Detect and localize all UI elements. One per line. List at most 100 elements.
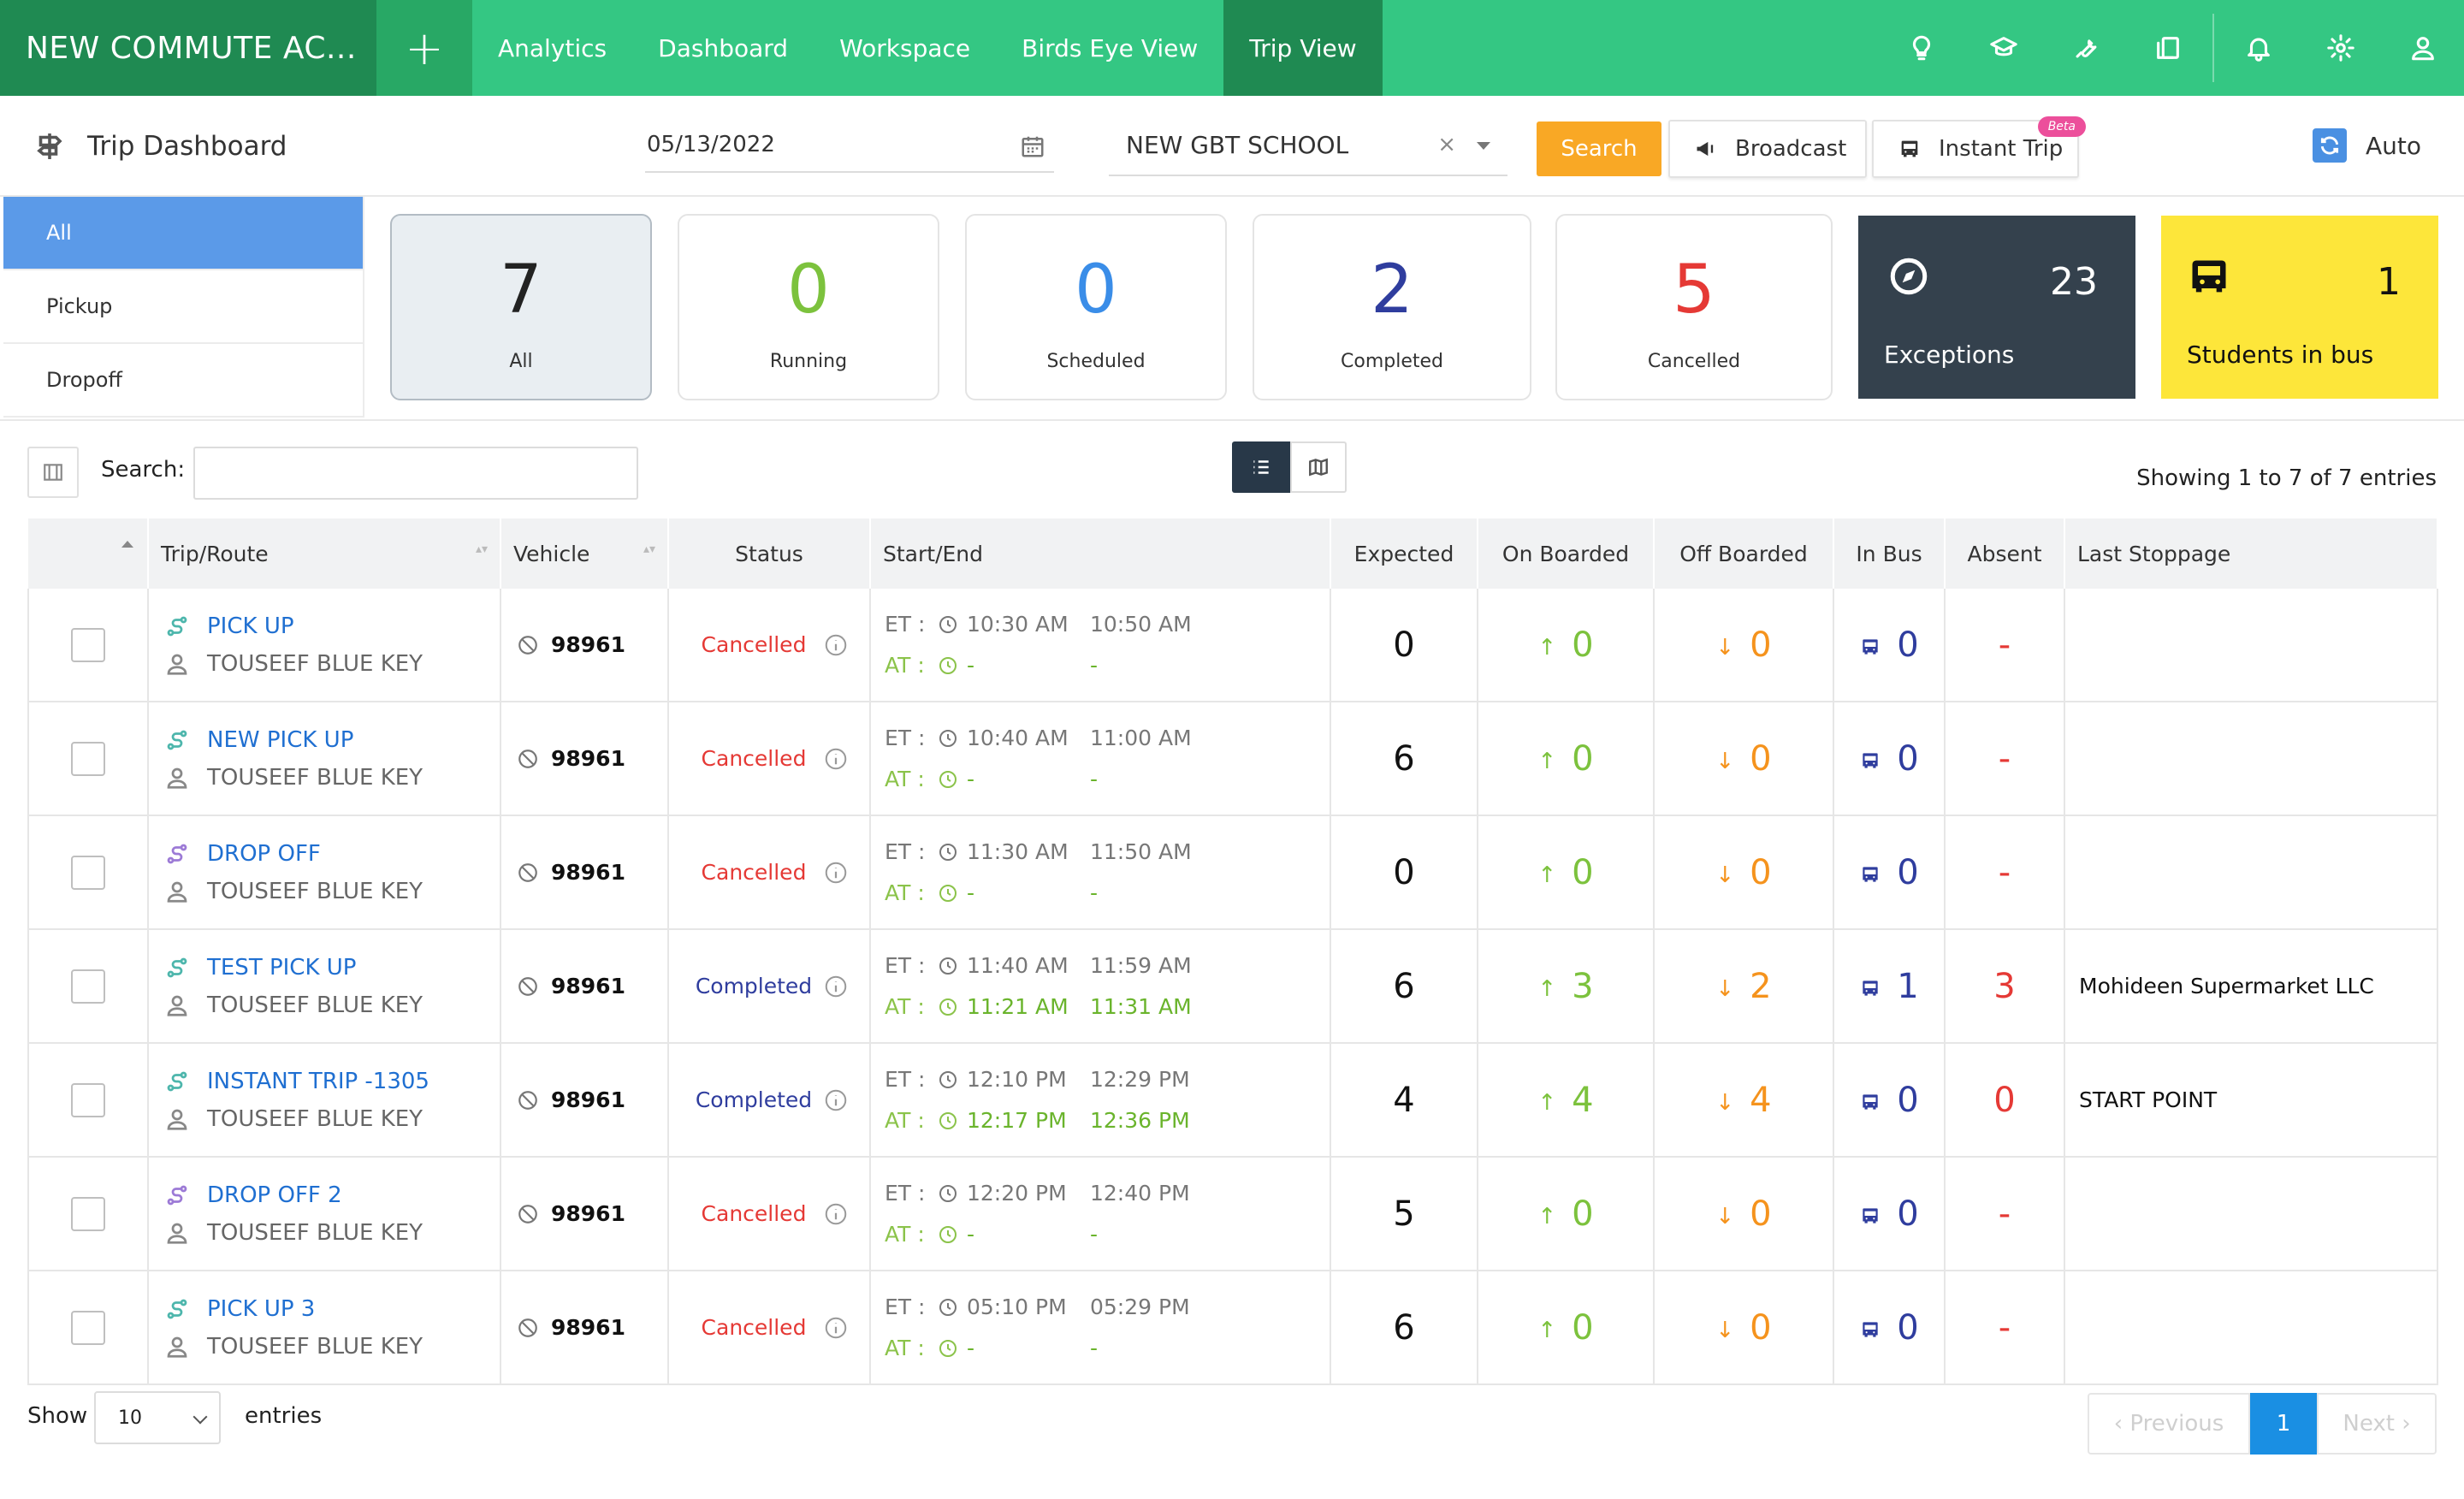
- filter-pickup[interactable]: Pickup: [3, 270, 364, 344]
- graduation-cap-icon[interactable]: [1963, 0, 2045, 96]
- table-row[interactable]: PICK UP 3 TOUSEEF BLUE KEY 98961 Cancell…: [27, 1271, 2438, 1385]
- info-icon[interactable]: [823, 632, 849, 658]
- search-button[interactable]: Search: [1537, 121, 1661, 176]
- clear-icon[interactable]: ×: [1437, 132, 1456, 157]
- trip-name-link[interactable]: INSTANT TRIP -1305: [207, 1068, 429, 1094]
- account-name[interactable]: NEW COMMUTE AC...: [0, 0, 376, 96]
- off-boarded-cell: ↓ 0: [1654, 815, 1834, 930]
- row-checkbox[interactable]: [71, 855, 105, 890]
- trip-name-link[interactable]: PICK UP 3: [207, 1295, 316, 1322]
- tab-analytics[interactable]: Analytics: [498, 33, 607, 62]
- col-start-end[interactable]: Start/End: [870, 518, 1331, 589]
- col-in-bus[interactable]: In Bus: [1833, 518, 1946, 589]
- copy-icon[interactable]: [2127, 0, 2209, 96]
- status-cell: Completed: [668, 929, 871, 1044]
- page-size-select[interactable]: 10: [94, 1391, 221, 1444]
- filter-dropoff[interactable]: Dropoff: [3, 344, 364, 418]
- wrench-icon[interactable]: [2045, 0, 2127, 96]
- col-vehicle[interactable]: Vehicle ▴▾: [500, 518, 669, 589]
- table-row[interactable]: DROP OFF 2 TOUSEEF BLUE KEY 98961 Cancel…: [27, 1157, 2438, 1271]
- vehicle-number: 98961: [551, 746, 625, 771]
- at-label: AT :: [885, 653, 925, 678]
- clock-icon: [939, 884, 957, 902]
- vehicle-icon: [518, 1204, 537, 1223]
- table-row[interactable]: DROP OFF TOUSEEF BLUE KEY 98961 Cancelle…: [27, 815, 2438, 930]
- table-row[interactable]: PICK UP TOUSEEF BLUE KEY 98961 Cancelled: [27, 589, 2438, 702]
- row-checkbox[interactable]: [71, 1196, 105, 1231]
- broadcast-button[interactable]: Broadcast: [1668, 120, 1867, 178]
- stat-card-running[interactable]: 0 Running: [678, 214, 939, 400]
- page-1-button[interactable]: 1: [2250, 1393, 2317, 1455]
- school-select[interactable]: NEW GBT SCHOOL ×: [1109, 115, 1507, 176]
- info-icon[interactable]: [823, 1315, 849, 1341]
- in-bus-count: 0: [1897, 852, 1919, 892]
- stat-card-scheduled[interactable]: 0 Scheduled: [965, 214, 1227, 400]
- gear-icon[interactable]: [2300, 0, 2382, 96]
- add-button[interactable]: +: [376, 0, 472, 96]
- previous-page-button[interactable]: ‹ Previous: [2088, 1393, 2250, 1455]
- vehicle-number: 98961: [551, 1201, 625, 1226]
- row-checkbox[interactable]: [71, 1082, 105, 1117]
- col-on-boarded[interactable]: On Boarded: [1478, 518, 1655, 589]
- trip-name-link[interactable]: NEW PICK UP: [207, 726, 354, 753]
- info-icon[interactable]: [823, 974, 849, 999]
- chevron-down-icon[interactable]: [1477, 142, 1490, 150]
- tab-birds-eye-view[interactable]: Birds Eye View: [1022, 33, 1199, 62]
- trip-name-link[interactable]: PICK UP: [207, 613, 294, 639]
- info-icon[interactable]: [823, 1201, 849, 1227]
- refresh-icon[interactable]: [2312, 128, 2347, 163]
- col-off-boarded[interactable]: Off Boarded: [1654, 518, 1834, 589]
- table-row[interactable]: NEW PICK UP TOUSEEF BLUE KEY 98961 Cance…: [27, 702, 2438, 816]
- next-page-button[interactable]: Next ›: [2317, 1393, 2437, 1455]
- row-checkbox[interactable]: [71, 741, 105, 776]
- stat-card-completed[interactable]: 2 Completed: [1253, 214, 1531, 400]
- trip-name-link[interactable]: DROP OFF 2: [207, 1182, 342, 1208]
- col-expected[interactable]: Expected: [1330, 518, 1478, 589]
- row-checkbox[interactable]: [71, 1310, 105, 1345]
- vehicle-number: 98961: [551, 974, 625, 998]
- in-bus-cell: 0: [1833, 815, 1946, 930]
- trip-cell: INSTANT TRIP -1305 TOUSEEF BLUE KEY: [148, 1043, 501, 1158]
- col-status[interactable]: Status: [668, 518, 871, 589]
- stat-card-all[interactable]: 7 All: [390, 214, 652, 400]
- lightbulb-icon[interactable]: [1881, 0, 1963, 96]
- info-icon[interactable]: [823, 1087, 849, 1113]
- table-row[interactable]: TEST PICK UP TOUSEEF BLUE KEY 98961 Comp…: [27, 929, 2438, 1044]
- table-search-input[interactable]: [193, 447, 638, 500]
- stat-card-exceptions[interactable]: 23 Exceptions: [1858, 216, 2135, 399]
- column-toggle-button[interactable]: [27, 447, 79, 498]
- last-stoppage-cell: [2064, 1157, 2438, 1271]
- trip-name-link[interactable]: DROP OFF: [207, 840, 321, 867]
- row-checkbox[interactable]: [71, 627, 105, 662]
- status-cell: Cancelled: [668, 1157, 871, 1271]
- on-boarded-count: 0: [1572, 738, 1594, 779]
- calendar-icon[interactable]: [1020, 133, 1045, 159]
- tab-workspace[interactable]: Workspace: [839, 33, 971, 62]
- status-text: Cancelled: [701, 860, 807, 885]
- auto-refresh-toggle[interactable]: Auto: [2312, 128, 2421, 163]
- col-last-stoppage[interactable]: Last Stoppage: [2064, 518, 2438, 589]
- info-icon[interactable]: [823, 860, 849, 886]
- off-boarded-cell: ↓ 2: [1654, 929, 1834, 1044]
- list-view-button[interactable]: [1232, 441, 1290, 493]
- table-row[interactable]: INSTANT TRIP -1305 TOUSEEF BLUE KEY 9896…: [27, 1043, 2438, 1158]
- stat-card-students-in-bus[interactable]: 1 Students in bus: [2161, 216, 2438, 399]
- col-trip-route[interactable]: Trip/Route ▴▾: [148, 518, 501, 589]
- filter-all[interactable]: All: [3, 197, 364, 270]
- info-icon[interactable]: [823, 746, 849, 772]
- row-checkbox[interactable]: [71, 969, 105, 1004]
- map-view-button[interactable]: [1290, 441, 1347, 493]
- tab-trip-view[interactable]: Trip View: [1223, 0, 1383, 96]
- bell-icon[interactable]: [2218, 0, 2300, 96]
- vehicle-icon: [518, 635, 537, 655]
- date-picker[interactable]: 05/13/2022: [645, 118, 1054, 173]
- col-absent[interactable]: Absent: [1945, 518, 2065, 589]
- instant-trip-button[interactable]: Instant Trip Beta: [1872, 116, 2086, 178]
- stat-card-cancelled[interactable]: 5 Cancelled: [1555, 214, 1833, 400]
- vehicle-cell: 98961: [500, 589, 669, 702]
- in-bus-count: 0: [1897, 1307, 1919, 1348]
- user-icon[interactable]: [2382, 0, 2464, 96]
- select-all-header[interactable]: [28, 518, 149, 589]
- tab-dashboard[interactable]: Dashboard: [658, 33, 789, 62]
- trip-name-link[interactable]: TEST PICK UP: [207, 954, 357, 981]
